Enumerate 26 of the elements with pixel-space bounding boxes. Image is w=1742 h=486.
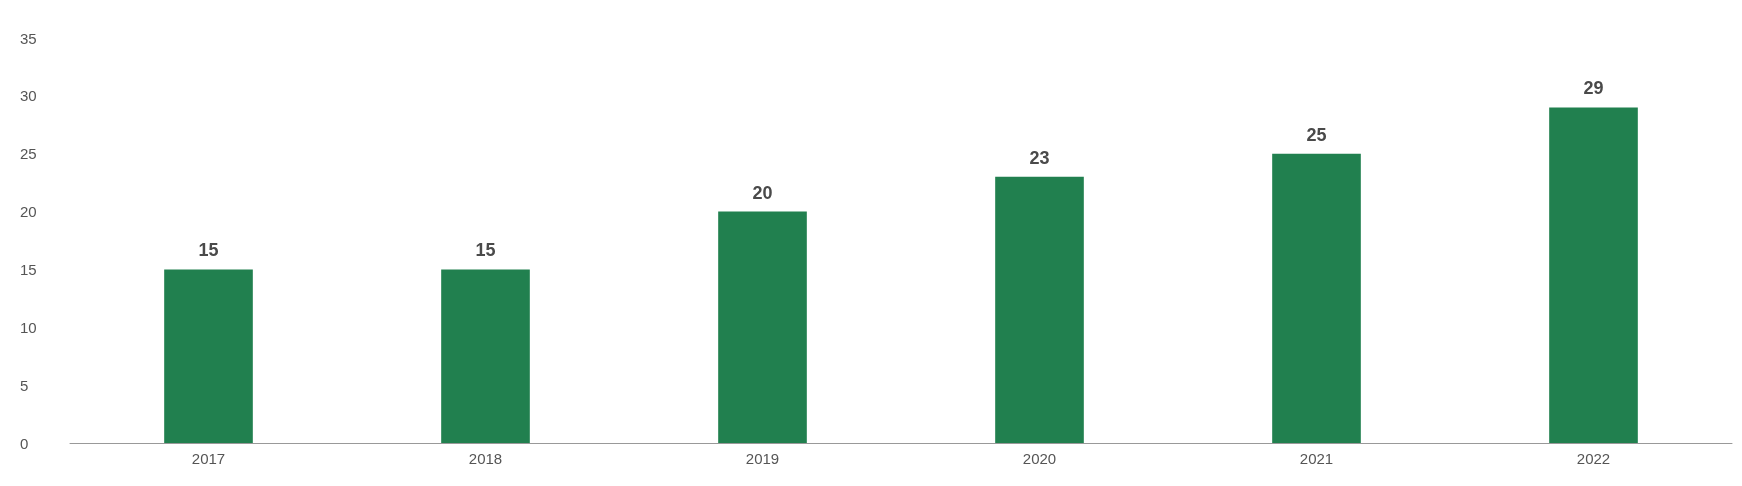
y-tick-label: 20	[20, 203, 37, 221]
y-tick-label: 35	[20, 29, 37, 47]
y-tick-label: 25	[20, 145, 37, 163]
x-tick-label: 2019	[745, 450, 780, 467]
bar	[441, 269, 530, 443]
x-tick-label: 2022	[1576, 450, 1611, 467]
y-tick-label: 15	[20, 260, 37, 278]
bar	[164, 269, 253, 443]
y-tick-label: 10	[20, 318, 37, 336]
data-label: 15	[198, 240, 219, 261]
y-tick-label: 0	[20, 434, 29, 452]
data-label: 20	[752, 182, 773, 203]
x-tick-label: 2021	[1299, 450, 1334, 467]
data-label: 23	[1029, 147, 1050, 168]
x-tick-label: 2020	[1022, 450, 1057, 467]
x-tick-label: 2018	[468, 450, 503, 467]
data-label: 15	[475, 240, 496, 261]
y-tick-label: 30	[20, 87, 37, 105]
bar	[1549, 107, 1638, 443]
data-label: 29	[1583, 78, 1604, 99]
data-label: 25	[1306, 124, 1327, 145]
bar	[995, 176, 1084, 443]
x-tick-label: 2017	[191, 450, 226, 467]
bar	[1272, 153, 1361, 443]
y-tick-label: 5	[20, 376, 29, 394]
bar	[718, 211, 807, 443]
